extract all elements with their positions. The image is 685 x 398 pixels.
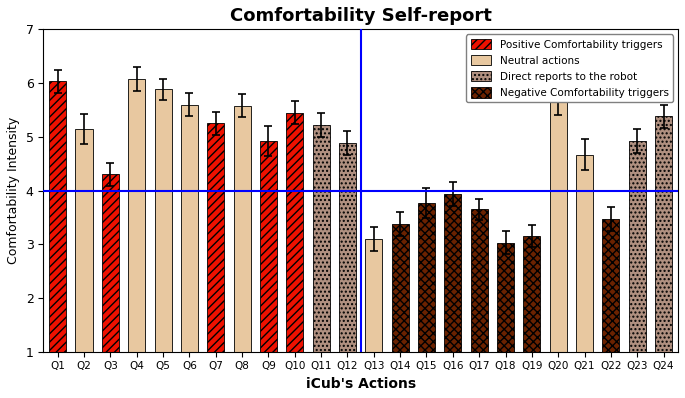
Bar [629, 141, 646, 352]
Bar [523, 236, 540, 352]
Bar [602, 219, 619, 352]
Bar [445, 194, 462, 352]
Bar [365, 239, 382, 352]
Bar [392, 224, 409, 352]
Bar [312, 125, 329, 352]
Bar [102, 174, 119, 352]
Bar [207, 123, 224, 352]
Bar [655, 116, 672, 352]
Bar [418, 203, 435, 352]
Bar [497, 243, 514, 352]
Bar [286, 113, 303, 352]
Bar [549, 95, 566, 352]
Bar [181, 105, 198, 352]
Y-axis label: Comfortability Intensity: Comfortability Intensity [7, 117, 20, 264]
Bar [49, 82, 66, 352]
Legend: Positive Comfortability triggers, Neutral actions, Direct reports to the robot, : Positive Comfortability triggers, Neutra… [466, 35, 673, 102]
X-axis label: iCub's Actions: iCub's Actions [306, 377, 416, 391]
Bar [471, 209, 488, 352]
Bar [75, 129, 92, 352]
Bar [128, 79, 145, 352]
Bar [155, 90, 172, 352]
Bar [339, 143, 356, 352]
Bar [576, 154, 593, 352]
Bar [234, 105, 251, 352]
Bar [260, 141, 277, 352]
Title: Comfortability Self-report: Comfortability Self-report [229, 7, 492, 25]
